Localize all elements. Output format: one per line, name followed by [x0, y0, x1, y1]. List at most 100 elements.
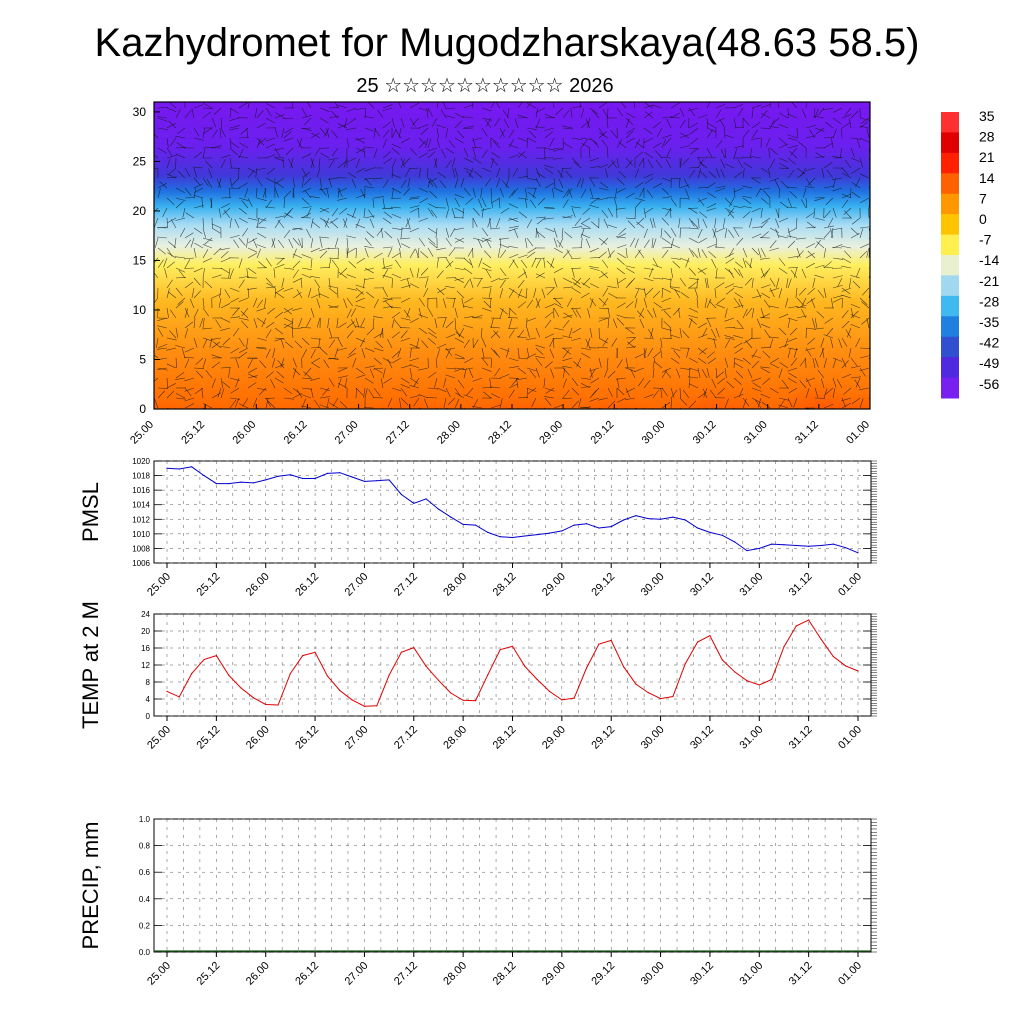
wind-barb: [697, 367, 701, 378]
wind-barb: [346, 157, 357, 163]
wind-barb: [427, 203, 438, 209]
wind-barb: [306, 207, 312, 218]
wind-barb: [346, 308, 352, 319]
temp-2m-point: [696, 641, 699, 643]
pmsl-point: [548, 532, 551, 534]
wind-barb: [220, 267, 230, 274]
wind-barb: [272, 347, 276, 358]
wind-barb: [271, 238, 276, 249]
wind-barb: [715, 187, 726, 192]
wind-barb: [769, 387, 779, 394]
wind-barb: [157, 117, 168, 122]
wind-barb: [760, 267, 765, 278]
wind-barb: [184, 358, 190, 369]
wind-barb: [373, 367, 384, 370]
wind-barb: [301, 394, 312, 399]
wind-barb: [574, 217, 582, 227]
wind-barb: [256, 226, 267, 229]
wind-barb: [235, 358, 240, 369]
wind-barb: [589, 247, 600, 253]
pmsl-point: [511, 536, 514, 539]
wind-barb: [454, 137, 464, 144]
wind-barb: [823, 107, 834, 111]
wind-barb: [238, 317, 249, 321]
temp-2m-point: [820, 638, 822, 640]
wind-barb: [248, 237, 258, 244]
wind-barb: [724, 147, 726, 158]
wind-barb: [364, 186, 375, 189]
wind-barb: [224, 289, 231, 299]
wind-barb: [715, 371, 724, 379]
wind-barb: [607, 247, 612, 258]
wind-barb: [348, 261, 357, 269]
wind-barb: [616, 107, 623, 117]
wind-barb: [635, 141, 645, 149]
wind-barb: [481, 387, 493, 389]
wind-barb: [810, 298, 816, 309]
wind-barb: [477, 198, 483, 209]
wind-barb: [589, 298, 594, 309]
wind-barb: [582, 207, 591, 215]
wind-barb: [327, 317, 330, 328]
wind-barb: [246, 337, 249, 348]
wind-barb: [598, 397, 609, 401]
wind-barb: [616, 207, 627, 210]
colorbar-label: 35: [979, 108, 995, 124]
wind-barb: [170, 219, 177, 229]
wind-barb: [771, 117, 780, 126]
wind-barb: [454, 267, 465, 271]
pmsl-point: [474, 524, 477, 526]
wind-barb: [463, 315, 474, 319]
wind-barb: [274, 377, 284, 384]
wind-barb: [445, 128, 448, 139]
wind-barb: [518, 211, 528, 219]
wind-barb: [841, 298, 844, 309]
wind-barb: [681, 157, 690, 166]
wind-barb: [350, 307, 357, 317]
wind-barb: [193, 183, 204, 189]
wind-barb: [751, 377, 762, 382]
wind-barb: [311, 132, 321, 139]
wind-barb: [233, 239, 240, 249]
wind-barb: [851, 182, 861, 189]
wind-barb: [814, 317, 818, 328]
wind-barb: [789, 150, 798, 159]
wind-barb: [418, 276, 429, 279]
wind-barb: [581, 142, 591, 149]
wind-barb: [562, 314, 573, 319]
wind-barb: [751, 278, 754, 289]
heatmap-x-axis: 25.00 25.12 26.00 26.12 27.00 27.12 28.00 28.12…: [128, 404, 872, 447]
temp-2m-x-tick-label: 28.12: [491, 724, 519, 752]
wind-barb: [562, 389, 570, 399]
wind-barb: [644, 102, 654, 109]
wind-barb: [499, 277, 510, 281]
wind-barb: [562, 286, 573, 289]
wind-barb: [787, 240, 796, 249]
wind-barb: [752, 382, 762, 389]
wind-barb: [861, 301, 870, 309]
wind-barb: [836, 379, 843, 389]
wind-barb: [202, 237, 213, 242]
wind-barb: [310, 258, 313, 269]
wind-barb: [526, 237, 534, 247]
wind-barb: [535, 297, 540, 308]
wind-barb: [581, 217, 591, 224]
wind-barb: [265, 107, 272, 117]
wind-barb: [382, 267, 393, 269]
wind-barb: [343, 218, 348, 229]
wind-barb: [364, 365, 375, 369]
wind-barb: [411, 117, 420, 126]
wind-barb: [355, 218, 361, 229]
wind-barb: [708, 251, 717, 259]
wind-barb: [313, 399, 321, 409]
wind-barb: [626, 137, 636, 143]
wind-barb: [535, 157, 546, 160]
wind-barb: [664, 230, 672, 239]
precip-x-tick-label: 31.00: [737, 960, 765, 988]
wind-barb: [310, 247, 321, 253]
wind-barb: [451, 208, 456, 219]
wind-barb: [738, 268, 744, 279]
wind-barb: [238, 102, 248, 109]
colorbar-segment: [941, 152, 959, 174]
wind-barb: [382, 107, 393, 112]
